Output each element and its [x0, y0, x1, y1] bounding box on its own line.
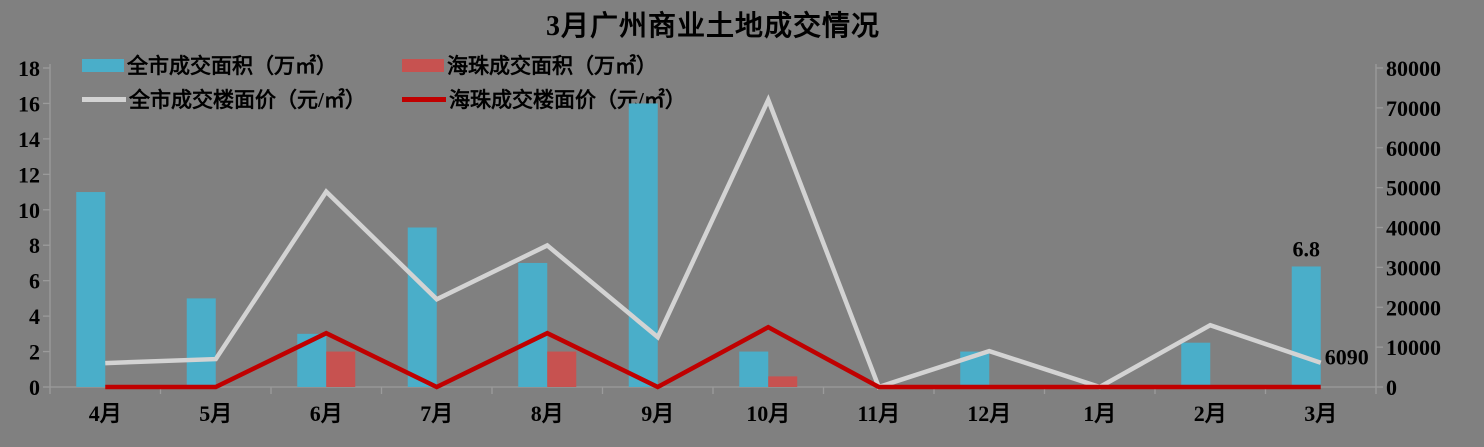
legend-label-haizhu-area: 海珠成交面积（万㎡）	[447, 54, 657, 78]
legend-swatch-haizhu-price	[402, 96, 446, 102]
x-axis-label-3月: 3月	[1304, 401, 1337, 426]
legend-item-citywide-area: 全市成交面积（万㎡）	[82, 52, 337, 78]
y-axis-left-tick-label: 16	[18, 91, 40, 116]
x-axis-label-4月: 4月	[89, 401, 122, 426]
y-axis-left-tick-label: 14	[18, 127, 40, 152]
bar-citywide-9月	[628, 103, 658, 387]
y-axis-left-tick-label: 2	[29, 340, 40, 365]
y-axis-left-tick-label: 0	[29, 375, 40, 400]
x-axis-label-2月: 2月	[1194, 401, 1227, 426]
bar-citywide-4月	[76, 192, 106, 387]
data-label-6090: 6090	[1325, 345, 1369, 370]
x-axis-label-7月: 7月	[420, 401, 453, 426]
legend-swatch-haizhu-area	[402, 58, 444, 72]
line-citywide-price	[105, 94, 1322, 390]
legend-swatch-citywide-area	[82, 58, 124, 72]
x-axis-label-1月: 1月	[1083, 401, 1116, 426]
y-axis-left-tick-label: 6	[29, 269, 40, 294]
chart-title: 3月广州商业土地成交情况	[545, 11, 880, 42]
y-axis-right-tick-label: 80000	[1386, 56, 1441, 81]
y-axis-left-tick-label: 4	[29, 304, 40, 329]
legend-item-citywide-price: 全市成交楼面价（元/㎡）	[82, 86, 366, 112]
y-axis-right-tick-label: 0	[1386, 375, 1397, 400]
bar-citywide-2月	[1181, 342, 1211, 387]
y-axis-left-tick-label: 8	[29, 233, 40, 258]
x-axis-label-12月: 12月	[967, 401, 1011, 426]
y-axis-left-tick-label: 12	[18, 162, 40, 187]
x-axis-label-8月: 8月	[531, 401, 564, 426]
x-axis-label-5月: 5月	[199, 401, 232, 426]
x-axis-label-6月: 6月	[310, 401, 343, 426]
y-axis-right-tick-label: 60000	[1386, 136, 1441, 161]
x-axis-label-9月: 9月	[641, 401, 674, 426]
bar-citywide-8月	[518, 262, 548, 387]
y-axis-right-tick-label: 30000	[1386, 255, 1441, 280]
legend-label-citywide-price: 全市成交楼面价（元/㎡）	[129, 88, 366, 112]
y-axis-right-tick-label: 40000	[1386, 216, 1441, 241]
bar-citywide-3月	[1291, 266, 1321, 387]
bar-haizhu-8月	[547, 351, 577, 387]
legend-item-haizhu-area: 海珠成交面积（万㎡）	[402, 52, 657, 78]
x-axis-label-10月: 10月	[746, 401, 790, 426]
legend-label-citywide-area: 全市成交面积（万㎡）	[127, 54, 337, 78]
bar-haizhu-10月	[768, 376, 798, 387]
bar-haizhu-6月	[326, 351, 356, 387]
y-axis-right-tick-label: 50000	[1386, 176, 1441, 201]
data-label-6.8: 6.8	[1293, 236, 1321, 261]
y-axis-right-tick-label: 70000	[1386, 96, 1441, 121]
bar-citywide-5月	[186, 298, 216, 387]
bar-citywide-7月	[407, 227, 437, 387]
y-axis-left-tick-label: 18	[18, 56, 40, 81]
y-axis-right-tick-label: 20000	[1386, 295, 1441, 320]
legend-swatch-citywide-price	[82, 96, 126, 102]
x-axis-label-11月: 11月	[857, 401, 900, 426]
line-haizhu-price	[105, 324, 1321, 390]
y-axis-left-tick-label: 10	[18, 198, 40, 223]
bar-citywide-10月	[739, 351, 769, 387]
y-axis-right-tick-label: 10000	[1386, 335, 1441, 360]
legend: 全市成交面积（万㎡） 海珠成交面积（万㎡） 全市成交楼面价（元/㎡） 海珠成交楼…	[0, 0, 1484, 120]
